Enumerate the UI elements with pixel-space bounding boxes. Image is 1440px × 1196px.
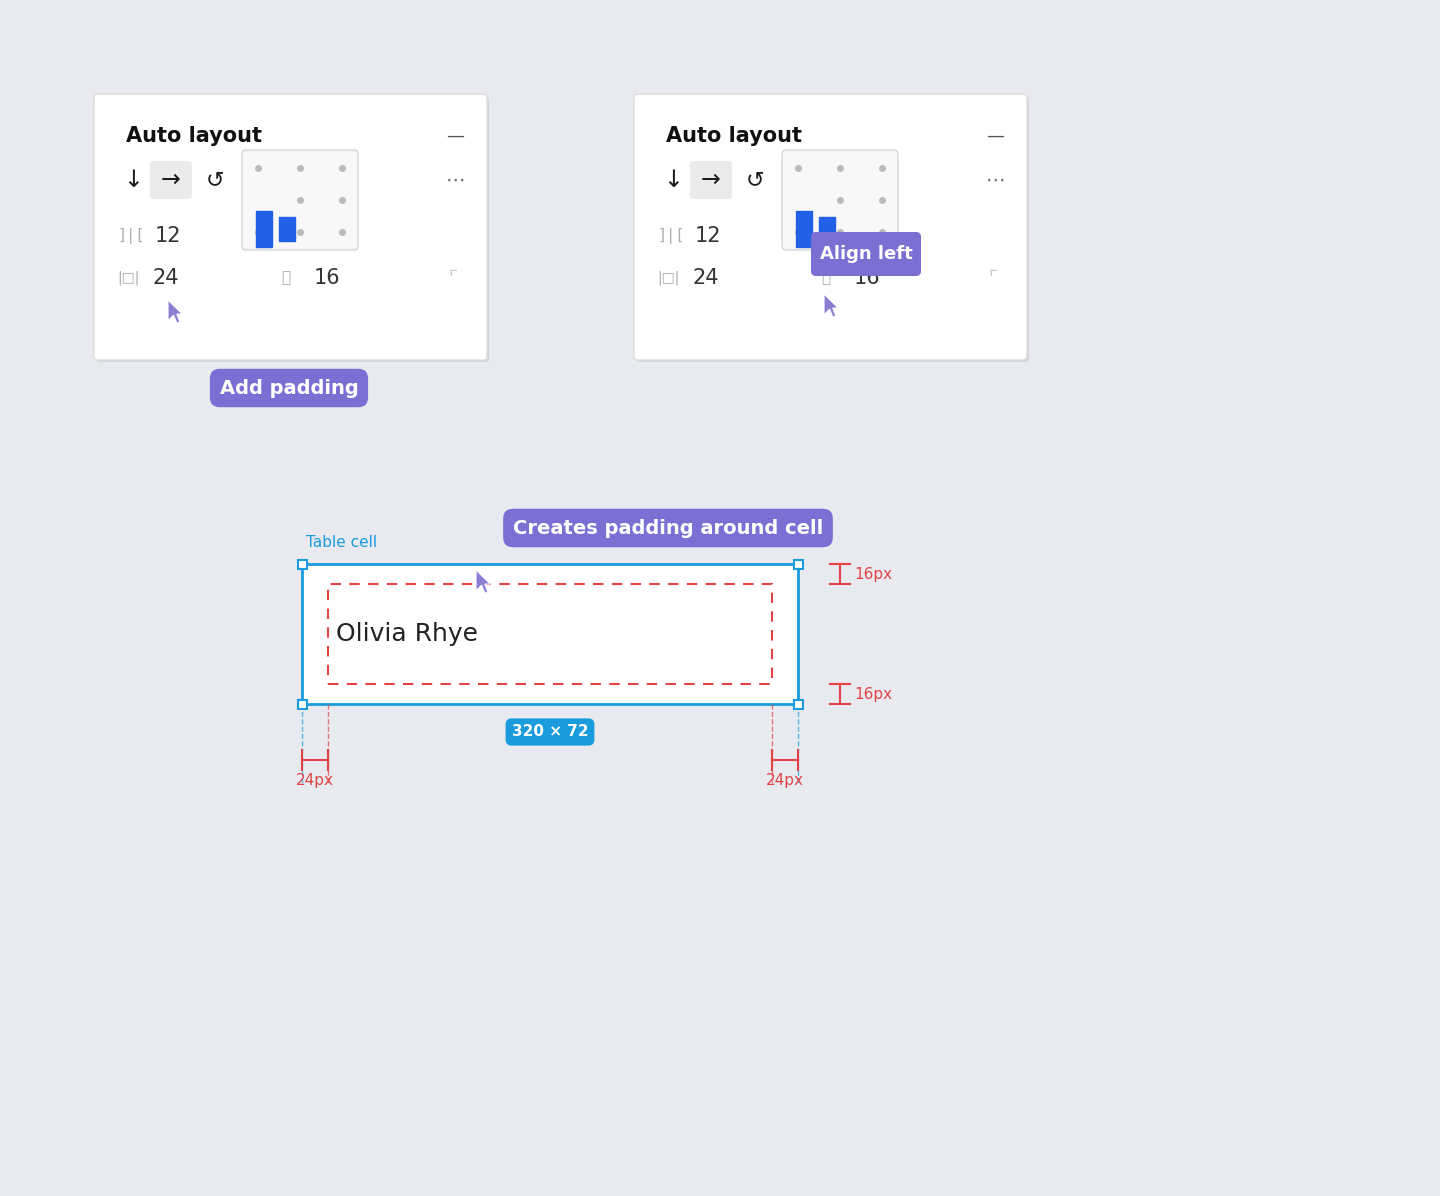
Bar <box>302 565 798 704</box>
Text: ↺: ↺ <box>746 170 765 190</box>
Text: 12: 12 <box>694 226 721 246</box>
Text: ↓: ↓ <box>664 167 683 193</box>
Polygon shape <box>824 294 838 317</box>
FancyBboxPatch shape <box>94 94 487 360</box>
Text: 24px: 24px <box>297 773 334 787</box>
Text: Auto layout: Auto layout <box>665 126 802 146</box>
Text: 24: 24 <box>693 268 719 288</box>
Text: ]|[: ]|[ <box>117 228 144 244</box>
Text: Auto layout: Auto layout <box>127 126 262 146</box>
FancyBboxPatch shape <box>96 96 490 362</box>
Text: 16: 16 <box>854 268 881 288</box>
Text: |□|: |□| <box>117 270 140 286</box>
FancyBboxPatch shape <box>636 96 1030 362</box>
FancyBboxPatch shape <box>811 232 922 276</box>
Text: 24px: 24px <box>766 773 804 787</box>
Text: ↺: ↺ <box>206 170 225 190</box>
FancyBboxPatch shape <box>242 150 359 250</box>
Text: |□|: |□| <box>657 270 680 286</box>
FancyBboxPatch shape <box>782 150 899 250</box>
Text: —: — <box>446 127 464 145</box>
Bar <box>793 560 802 568</box>
FancyBboxPatch shape <box>150 161 192 199</box>
Text: 320 × 72: 320 × 72 <box>511 725 589 739</box>
Text: ]|[: ]|[ <box>657 228 684 244</box>
Text: 12: 12 <box>154 226 181 246</box>
Text: ⋯: ⋯ <box>445 171 465 189</box>
Text: ⎕: ⎕ <box>281 270 291 286</box>
Text: ⌜: ⌜ <box>448 268 458 287</box>
Text: —: — <box>986 127 1004 145</box>
Text: →: → <box>161 167 181 193</box>
Text: 16px: 16px <box>854 687 893 702</box>
Bar <box>256 210 272 248</box>
Text: →: → <box>701 167 721 193</box>
Bar <box>819 216 835 242</box>
Text: Add padding: Add padding <box>220 378 359 397</box>
Bar <box>793 700 802 708</box>
Text: 24: 24 <box>153 268 179 288</box>
Bar <box>279 216 295 242</box>
Polygon shape <box>477 570 491 593</box>
FancyBboxPatch shape <box>690 161 732 199</box>
Text: ⎕: ⎕ <box>821 270 831 286</box>
Bar <box>298 700 307 708</box>
Text: ⌜: ⌜ <box>988 268 998 287</box>
Text: 16px: 16px <box>854 567 893 581</box>
Bar <box>796 210 812 248</box>
Bar <box>328 584 772 684</box>
Text: Creates padding around cell: Creates padding around cell <box>513 519 824 537</box>
Text: ⋯: ⋯ <box>985 171 1005 189</box>
Text: Table cell: Table cell <box>305 535 377 550</box>
Text: 16: 16 <box>314 268 341 288</box>
Bar <box>298 560 307 568</box>
Text: Olivia Rhye: Olivia Rhye <box>336 622 478 646</box>
Polygon shape <box>168 300 183 323</box>
Text: ↓: ↓ <box>124 167 143 193</box>
FancyBboxPatch shape <box>634 94 1027 360</box>
Text: Align left: Align left <box>819 245 913 263</box>
